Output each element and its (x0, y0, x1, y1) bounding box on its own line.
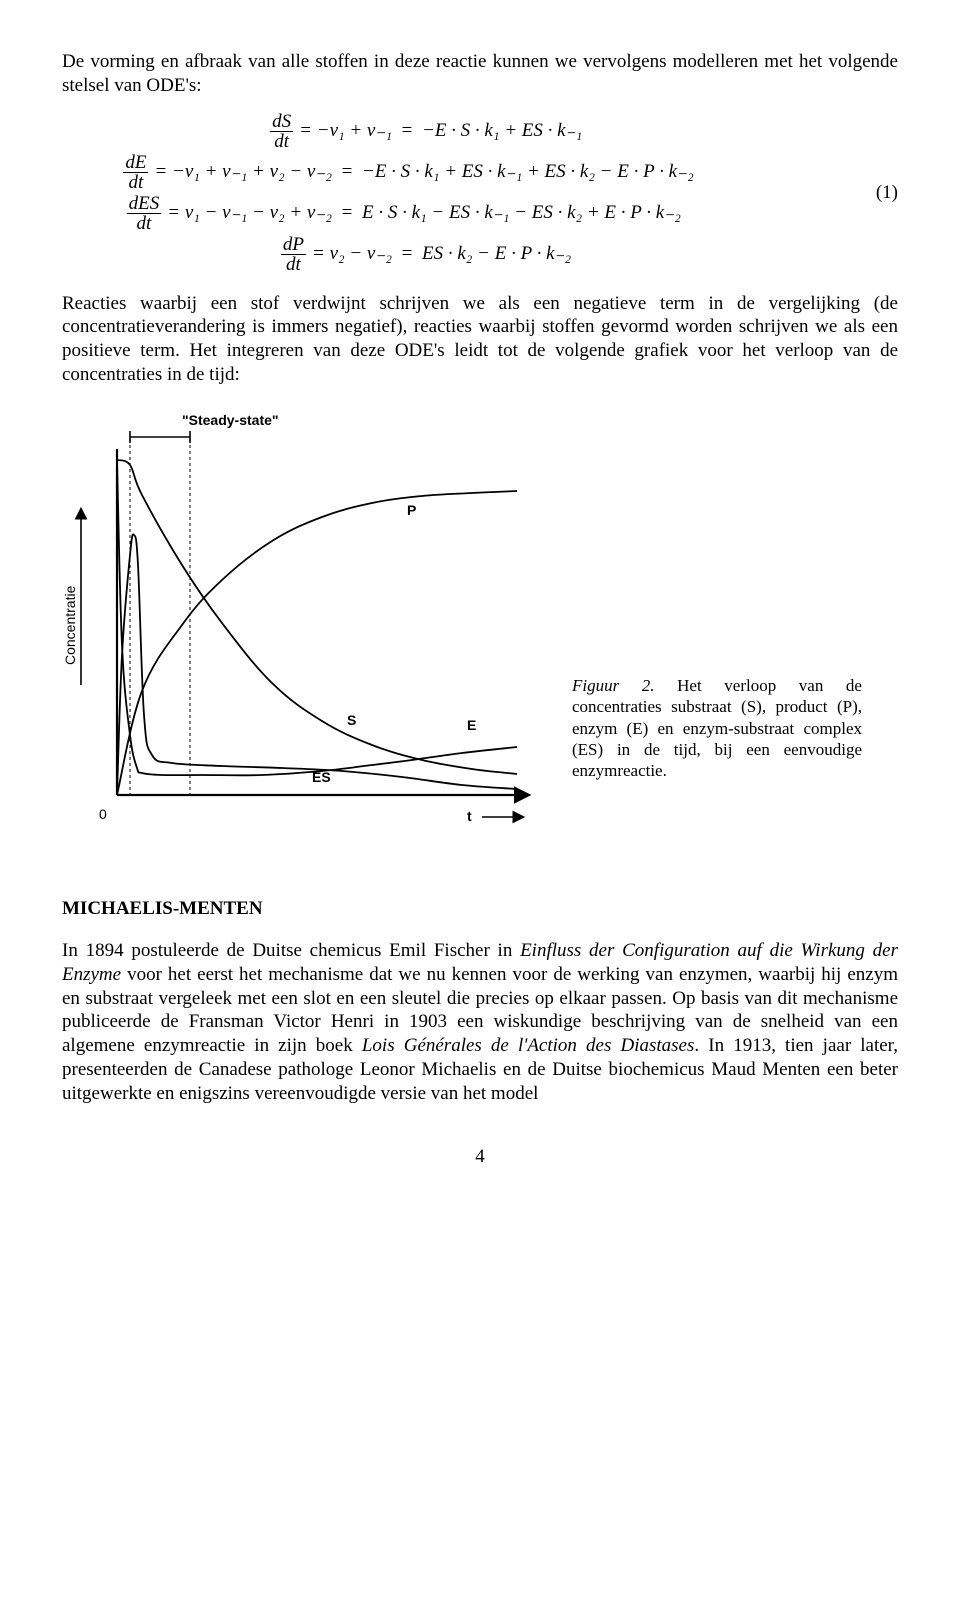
steady-state-label: "Steady-state" (182, 412, 279, 428)
section-heading-michaelis-menten: MICHAELIS-MENTEN (62, 897, 898, 921)
figure-2-graph: Concentratie "Steady-state" P S E ES 0 t (62, 405, 552, 852)
equation-number: (1) (876, 181, 898, 205)
curve-label-p: P (407, 502, 416, 518)
curve-es (117, 534, 517, 795)
equation-rhs: ES · k₂ − E · P · k₋₂ (422, 242, 898, 266)
curve-s (117, 460, 517, 774)
origin-label: 0 (99, 806, 107, 822)
figure-caption-lead: Figuur 2. (572, 676, 655, 695)
x-axis-label: t (467, 808, 472, 824)
equation-row: dPdt = v₂ − v₋₂=ES · k₂ − E · P · k₋₂ (62, 235, 898, 274)
figure-2: Concentratie "Steady-state" P S E ES 0 t Figuur… (62, 405, 898, 852)
equation-rhs: E · S · k₁ − ES · k₋₁ − ES · k₂ + E · P … (362, 201, 898, 225)
paragraph-intro: De vorming en afbraak van alle stoffen i… (62, 50, 898, 98)
figure-2-caption: Figuur 2. Het verloop van de concentrati… (572, 675, 862, 851)
equation-lhs: dESdt = v₁ − v₋₁ − v₂ + v₋₂ (62, 194, 332, 233)
equation-lhs: dSdt = −v₁ + v₋₁ (62, 112, 392, 151)
paragraph-explanation: Reacties waarbij een stof verdwijnt schr… (62, 292, 898, 387)
equation-rhs: −E · S · k₁ + ES · k₋₁ (422, 119, 898, 143)
equation-row: dSdt = −v₁ + v₋₁=−E · S · k₁ + ES · k₋₁ (62, 112, 898, 151)
equation-rhs: −E · S · k₁ + ES · k₋₁ + ES · k₂ − E · P… (362, 160, 898, 184)
equation-lhs: dEdt = −v₁ + v₋₁ + v₂ − v₋₂ (62, 153, 332, 192)
curve-e (117, 460, 517, 775)
equation-row: dESdt = v₁ − v₋₁ − v₂ + v₋₂=E · S · k₁ −… (62, 194, 898, 233)
curve-label-es: ES (312, 769, 331, 785)
equation-row: dEdt = −v₁ + v₋₁ + v₂ − v₋₂=−E · S · k₁ … (62, 153, 898, 192)
para3-text-a: In 1894 postuleerde de Duitse chemicus E… (62, 940, 520, 961)
equation-lhs: dPdt = v₂ − v₋₂ (62, 235, 392, 274)
curve-label-s: S (347, 712, 356, 728)
curve-label-e: E (467, 717, 476, 733)
curve-p (117, 491, 517, 795)
page-number: 4 (62, 1145, 898, 1169)
y-axis-label: Concentratie (62, 585, 78, 665)
para3-ital-2: Lois Générales de l'Action des Diastases (362, 1035, 695, 1056)
paragraph-history: In 1894 postuleerde de Duitse chemicus E… (62, 939, 898, 1105)
equation-system: dSdt = −v₁ + v₋₁=−E · S · k₁ + ES · k₋₁d… (62, 112, 898, 274)
